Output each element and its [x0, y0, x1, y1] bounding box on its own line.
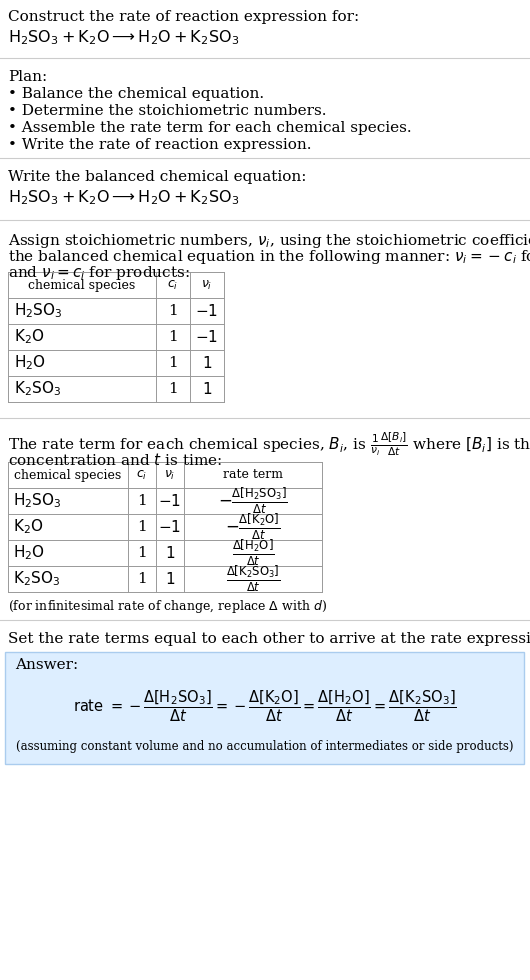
Text: Plan:: Plan:: [8, 70, 47, 84]
Text: $-\frac{\Delta[\mathrm{K_2O}]}{\Delta t}$: $-\frac{\Delta[\mathrm{K_2O}]}{\Delta t}…: [225, 512, 281, 542]
Text: (assuming constant volume and no accumulation of intermediates or side products): (assuming constant volume and no accumul…: [16, 740, 513, 753]
Text: 1: 1: [168, 304, 178, 318]
Text: $\nu_i$: $\nu_i$: [164, 468, 175, 481]
Text: • Determine the stoichiometric numbers.: • Determine the stoichiometric numbers.: [8, 104, 326, 118]
Text: 1: 1: [137, 546, 147, 560]
Text: rate term: rate term: [223, 468, 283, 481]
Text: Answer:: Answer:: [15, 658, 78, 672]
Text: $c_i$: $c_i$: [136, 468, 148, 481]
Text: $1$: $1$: [202, 381, 212, 397]
Text: $c_i$: $c_i$: [167, 278, 179, 291]
Text: $-\frac{\Delta[\mathrm{H_2SO_3}]}{\Delta t}$: $-\frac{\Delta[\mathrm{H_2SO_3}]}{\Delta…: [218, 486, 288, 516]
Text: $\mathrm{K_2SO_3}$: $\mathrm{K_2SO_3}$: [14, 379, 61, 398]
Text: $-1$: $-1$: [196, 303, 218, 319]
Text: and $\nu_i = c_i$ for products:: and $\nu_i = c_i$ for products:: [8, 264, 190, 282]
FancyBboxPatch shape: [5, 652, 524, 764]
Text: 1: 1: [137, 494, 147, 508]
Text: $1$: $1$: [165, 571, 175, 587]
Text: $\mathrm{H_2SO_3}$: $\mathrm{H_2SO_3}$: [14, 302, 63, 320]
Text: (for infinitesimal rate of change, replace $\Delta$ with $d$): (for infinitesimal rate of change, repla…: [8, 598, 327, 615]
Text: $\mathrm{H_2O}$: $\mathrm{H_2O}$: [13, 544, 45, 563]
Text: 1: 1: [168, 382, 178, 396]
Text: The rate term for each chemical species, $B_i$, is $\frac{1}{\nu_i}\frac{\Delta[: The rate term for each chemical species,…: [8, 430, 530, 458]
Text: $-1$: $-1$: [158, 519, 181, 535]
Text: $\mathrm{H_2SO_3}$: $\mathrm{H_2SO_3}$: [13, 492, 61, 511]
Text: $-1$: $-1$: [158, 493, 181, 509]
Text: $\mathrm{K_2SO_3}$: $\mathrm{K_2SO_3}$: [13, 569, 60, 588]
Text: $\mathrm{H_2SO_3 + K_2O} \longrightarrow \mathrm{H_2O + K_2SO_3}$: $\mathrm{H_2SO_3 + K_2O} \longrightarrow…: [8, 188, 239, 207]
Text: rate $= -\dfrac{\Delta[\mathrm{H_2SO_3}]}{\Delta t} = -\dfrac{\Delta[\mathrm{K_2: rate $= -\dfrac{\Delta[\mathrm{H_2SO_3}]…: [73, 688, 456, 723]
Text: $\nu_i$: $\nu_i$: [201, 278, 213, 291]
Text: $1$: $1$: [165, 545, 175, 561]
Text: 1: 1: [137, 520, 147, 534]
Text: • Write the rate of reaction expression.: • Write the rate of reaction expression.: [8, 138, 312, 152]
Text: 1: 1: [168, 356, 178, 370]
Text: • Assemble the rate term for each chemical species.: • Assemble the rate term for each chemic…: [8, 121, 412, 135]
Text: Set the rate terms equal to each other to arrive at the rate expression:: Set the rate terms equal to each other t…: [8, 632, 530, 646]
Text: $\frac{\Delta[\mathrm{K_2SO_3}]}{\Delta t}$: $\frac{\Delta[\mathrm{K_2SO_3}]}{\Delta …: [226, 564, 280, 594]
Text: Write the balanced chemical equation:: Write the balanced chemical equation:: [8, 170, 306, 184]
Text: chemical species: chemical species: [14, 468, 121, 481]
Text: chemical species: chemical species: [29, 278, 136, 291]
Text: $\mathrm{H_2SO_3 + K_2O} \longrightarrow \mathrm{H_2O + K_2SO_3}$: $\mathrm{H_2SO_3 + K_2O} \longrightarrow…: [8, 28, 239, 47]
Text: concentration and $t$ is time:: concentration and $t$ is time:: [8, 452, 222, 468]
Text: the balanced chemical equation in the following manner: $\nu_i = -c_i$ for react: the balanced chemical equation in the fo…: [8, 248, 530, 266]
Text: Construct the rate of reaction expression for:: Construct the rate of reaction expressio…: [8, 10, 359, 24]
Text: $1$: $1$: [202, 355, 212, 371]
Text: $\mathrm{H_2O}$: $\mathrm{H_2O}$: [14, 354, 46, 372]
Text: Assign stoichiometric numbers, $\nu_i$, using the stoichiometric coefficients, $: Assign stoichiometric numbers, $\nu_i$, …: [8, 232, 530, 250]
Text: $\frac{\Delta[\mathrm{H_2O}]}{\Delta t}$: $\frac{\Delta[\mathrm{H_2O}]}{\Delta t}$: [232, 538, 275, 568]
Text: $\mathrm{K_2O}$: $\mathrm{K_2O}$: [13, 517, 43, 536]
Text: 1: 1: [137, 572, 147, 586]
Text: $\mathrm{K_2O}$: $\mathrm{K_2O}$: [14, 327, 45, 346]
Text: 1: 1: [168, 330, 178, 344]
Text: • Balance the chemical equation.: • Balance the chemical equation.: [8, 87, 264, 101]
Text: $-1$: $-1$: [196, 329, 218, 345]
